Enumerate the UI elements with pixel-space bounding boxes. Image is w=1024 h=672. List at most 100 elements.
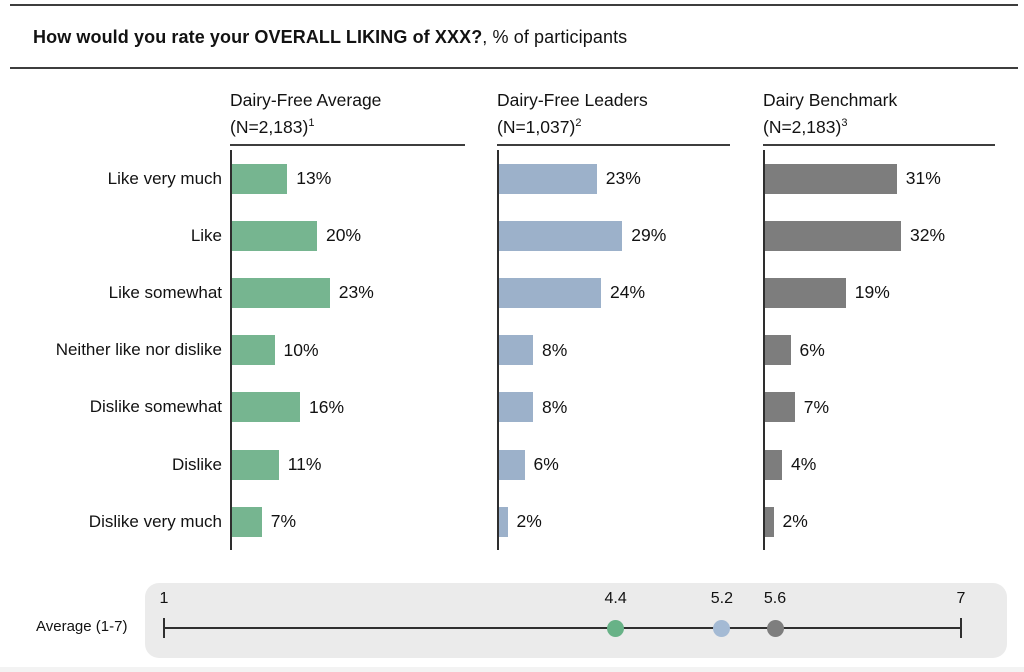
bar-row: 11%: [232, 436, 374, 493]
bar-value-label: 13%: [296, 168, 332, 189]
bar-row: 2%: [499, 493, 666, 550]
bar-value-label: 19%: [854, 282, 890, 303]
scale-endpoint-label: 7: [956, 590, 966, 607]
bar: [232, 392, 300, 423]
bar-value-label: 31%: [905, 168, 941, 189]
bar-row: 23%: [499, 150, 666, 207]
series-header: Dairy-Free Leaders (N=1,037)2: [497, 89, 730, 139]
category-label: Dislike very much: [88, 511, 222, 531]
bottom-edge: [0, 667, 1024, 672]
series-bars: 13% 20% 23% 10% 16% 11% 7%: [232, 150, 374, 550]
bar-row: 29%: [499, 207, 666, 264]
average-value-label: 5.2: [710, 590, 734, 607]
series-sample: (N=2,183)1: [230, 116, 315, 137]
category-label: Dislike somewhat: [89, 397, 222, 417]
bar-row: 13%: [232, 150, 374, 207]
bar-row: 23%: [232, 264, 374, 321]
bar: [499, 449, 525, 480]
bar-value-label: 2%: [516, 511, 542, 532]
bar-row: 16%: [232, 379, 374, 436]
bar: [232, 277, 330, 308]
axis-line: [230, 150, 232, 550]
series-name: Dairy-Free Average: [230, 90, 382, 110]
bar-value-label: 2%: [782, 511, 808, 532]
series-name: Dairy-Free Leaders: [497, 90, 648, 110]
bar-value-label: 6%: [799, 339, 825, 360]
bar: [499, 506, 508, 537]
bar-value-label: 11%: [287, 454, 322, 475]
average-value-label: 5.6: [763, 590, 787, 607]
category-labels: Like very much Like Like somewhat Neither l…: [0, 150, 222, 550]
bar-value-label: 8%: [542, 396, 568, 417]
axis-line: [763, 150, 765, 550]
bar-value-label: 24%: [610, 282, 646, 303]
bar-value-label: 20%: [326, 225, 362, 246]
bar: [765, 449, 782, 480]
bar: [499, 392, 533, 423]
title-suffix: , % of participants: [482, 27, 628, 47]
bar-row: 4%: [765, 436, 945, 493]
title-question: How would you rate your OVERALL LIKING o…: [33, 27, 483, 47]
top-rule: [10, 4, 1018, 6]
series-sample: (N=1,037)2: [497, 116, 582, 137]
series-bars: 23% 29% 24% 8% 8% 6% 2%: [499, 150, 666, 550]
series-footnote-marker: 3: [841, 117, 848, 129]
bar-row: 6%: [765, 322, 945, 379]
bar-chart: Like very much Like Like somewhat Neither l…: [0, 89, 995, 550]
bar: [765, 506, 774, 537]
category-label: Like: [190, 225, 222, 245]
bar: [232, 506, 262, 537]
header-rule: [497, 144, 730, 146]
series-sample: (N=2,183)3: [763, 116, 848, 137]
bar: [765, 335, 791, 366]
average-scale: 1 7 4.4 5.2 5.6: [145, 583, 1007, 658]
bar-value-label: 7%: [270, 511, 297, 532]
bar-row: 19%: [765, 264, 945, 321]
bar: [765, 392, 795, 423]
bar-row: 10%: [232, 322, 374, 379]
bar-row: 6%: [499, 436, 666, 493]
bar: [499, 163, 597, 194]
bar-row: 24%: [499, 264, 666, 321]
scale-end-tick: [960, 618, 962, 638]
axis-line: [497, 150, 499, 550]
category-label: Neither like nor dislike: [55, 340, 222, 360]
category-label: Dislike: [171, 454, 222, 474]
bar: [765, 220, 901, 251]
bar: [232, 163, 288, 194]
average-dot: [607, 620, 625, 637]
bar: [232, 220, 317, 251]
bar-value-label: 7%: [803, 396, 830, 417]
scale-end-tick: [163, 618, 165, 638]
bar-value-label: 32%: [910, 225, 946, 246]
average-dot: [713, 620, 731, 637]
bar-value-label: 6%: [533, 454, 559, 475]
bar: [765, 277, 846, 308]
bar-row: 31%: [765, 150, 945, 207]
bar: [499, 277, 601, 308]
chart-title: How would you rate your OVERALL LIKING o…: [33, 27, 627, 48]
header-rule: [763, 144, 995, 146]
bar-value-label: 16%: [309, 396, 345, 417]
series-bars: 31% 32% 19% 6% 7% 4% 2%: [765, 150, 945, 550]
bar-row: 20%: [232, 207, 374, 264]
bar: [499, 335, 533, 366]
series-footnote-marker: 1: [308, 117, 315, 129]
header-rule: [230, 144, 465, 146]
bar: [232, 335, 275, 366]
title-underline-rule: [10, 67, 1018, 69]
bar-row: 8%: [499, 322, 666, 379]
bar-value-label: 29%: [631, 225, 667, 246]
series-header: Dairy-Free Average (N=2,183)1: [230, 89, 465, 139]
bar-value-label: 8%: [542, 339, 568, 360]
series-name: Dairy Benchmark: [763, 90, 898, 110]
bar-row: 7%: [232, 493, 374, 550]
bar-value-label: 23%: [605, 168, 641, 189]
bar: [499, 220, 623, 251]
bar-row: 2%: [765, 493, 945, 550]
scale-endpoint-label: 1: [159, 590, 169, 607]
bar-value-label: 10%: [283, 339, 319, 360]
category-label: Like very much: [107, 168, 222, 188]
series-footnote-marker: 2: [575, 117, 582, 129]
bar-row: 32%: [765, 207, 945, 264]
